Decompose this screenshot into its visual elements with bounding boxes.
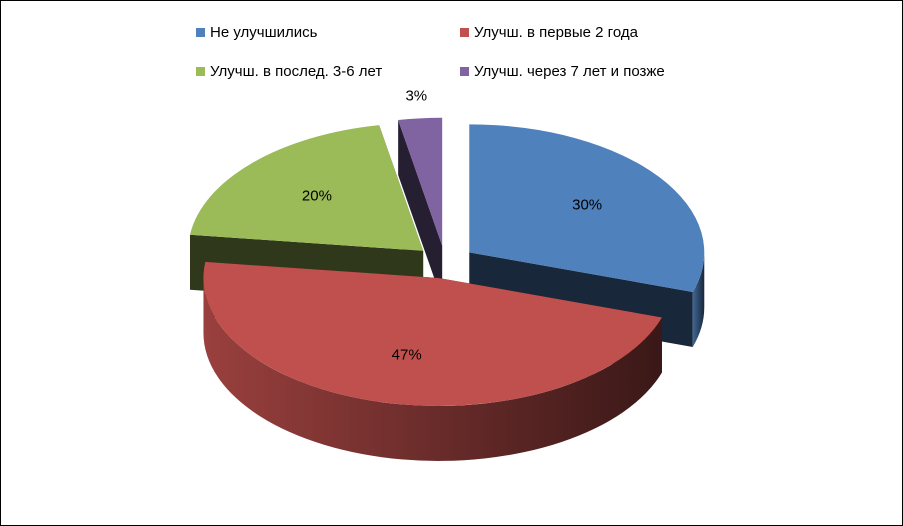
- slice-wall: [398, 119, 443, 301]
- legend-label: Улучш. через 7 лет и позже: [474, 63, 665, 80]
- data-label: 30%: [572, 197, 602, 214]
- data-label: 47%: [392, 346, 422, 363]
- slice-side: [203, 277, 662, 461]
- data-label: 20%: [302, 187, 332, 204]
- pie-slice: [189, 125, 424, 251]
- legend-label: Улучш. в послед. 3-6 лет: [210, 63, 382, 80]
- legend-label: Улучш. в первые 2 года: [474, 24, 639, 41]
- legend-swatch: [196, 67, 205, 76]
- legend-label: Не улучшились: [210, 24, 318, 41]
- pie-slice: [469, 124, 705, 292]
- legend-swatch: [460, 28, 469, 37]
- slice-side: [692, 252, 705, 347]
- pie-slice: [203, 261, 662, 406]
- legend-swatch: [196, 28, 205, 37]
- legend-swatch: [460, 67, 469, 76]
- pie-slice: [398, 117, 443, 246]
- slice: [203, 261, 662, 461]
- data-label: 3%: [405, 88, 427, 105]
- slice: [398, 117, 443, 301]
